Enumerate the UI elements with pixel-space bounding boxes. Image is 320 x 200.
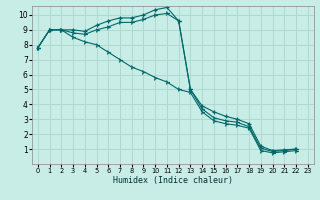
X-axis label: Humidex (Indice chaleur): Humidex (Indice chaleur) bbox=[113, 176, 233, 185]
